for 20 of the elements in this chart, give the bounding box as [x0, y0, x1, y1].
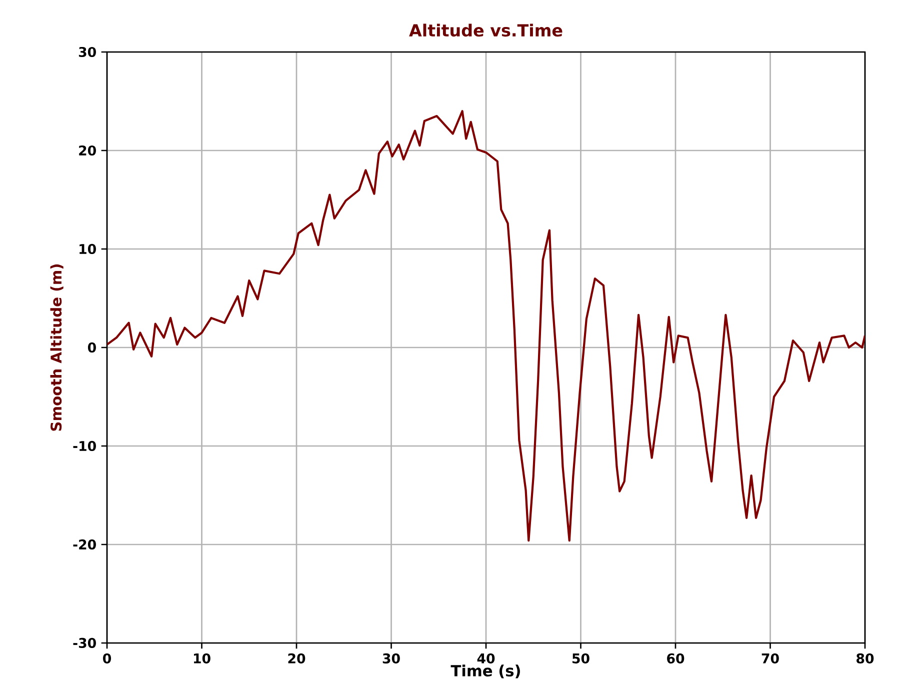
x-tick-label: 70 — [762, 653, 779, 664]
x-tick-label: 60 — [667, 653, 684, 664]
line-series — [107, 110, 865, 542]
x-tick-label: 40 — [477, 653, 495, 664]
x-tick-label: 0 — [103, 653, 112, 664]
x-tick-label: 10 — [194, 653, 210, 664]
y-tick-label: -30 — [73, 638, 96, 648]
y-tick-label: -20 — [73, 539, 96, 550]
y-tick-label: 10 — [80, 244, 96, 254]
x-axis-title: Time (s) — [450, 664, 520, 678]
chart-title: Altitude vs.Time — [409, 24, 562, 37]
y-axis-title: Smooth Altitude (m) — [50, 264, 64, 431]
x-tick-label: 80 — [856, 653, 874, 664]
x-tick-label: 20 — [288, 653, 306, 664]
x-tick-label: 30 — [382, 653, 400, 664]
y-tick-label: 30 — [78, 46, 96, 58]
y-tick-label: -10 — [73, 440, 96, 452]
x-tick-label: 50 — [572, 653, 590, 664]
y-tick-label: 0 — [88, 342, 96, 353]
y-tick-label: 20 — [79, 145, 96, 156]
